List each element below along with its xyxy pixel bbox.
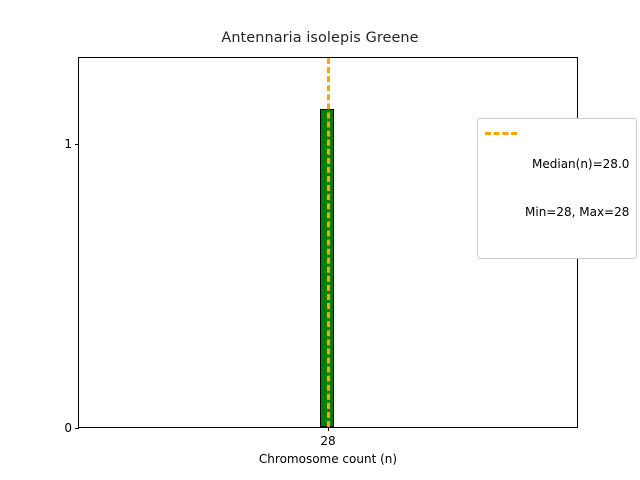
plot-clip — [79, 58, 577, 427]
legend-entry-median-text: Median(n)=28.0 Min=28, Max=28 — [525, 124, 629, 252]
ytick-label-0: 0 — [64, 421, 72, 435]
legend-minmax-label: Min=28, Max=28 — [525, 205, 630, 219]
legend-entry-median: Median(n)=28.0 Min=28, Max=28 — [485, 124, 629, 252]
ytick-label-1: 1 — [64, 137, 72, 151]
dashed-line-icon — [485, 125, 517, 141]
plot-area: 0 1 28 Median(n)=28.0 Min=28, Max=28 Num… — [64, 57, 638, 448]
chart-legend[interactable]: Median(n)=28.0 Min=28, Max=28 — [477, 118, 638, 259]
legend-median-label: Median(n)=28.0 — [532, 157, 630, 171]
ytick-mark-0 — [75, 428, 79, 429]
ytick-mark-1 — [75, 144, 79, 145]
chart-title: Antennaria isolepis Greene — [221, 30, 419, 46]
x-axis-label: Chromosome count (n) — [258, 452, 398, 466]
median-line — [327, 58, 330, 427]
xtick-mark-28 — [328, 427, 329, 431]
xtick-label-28: 28 — [320, 434, 336, 448]
